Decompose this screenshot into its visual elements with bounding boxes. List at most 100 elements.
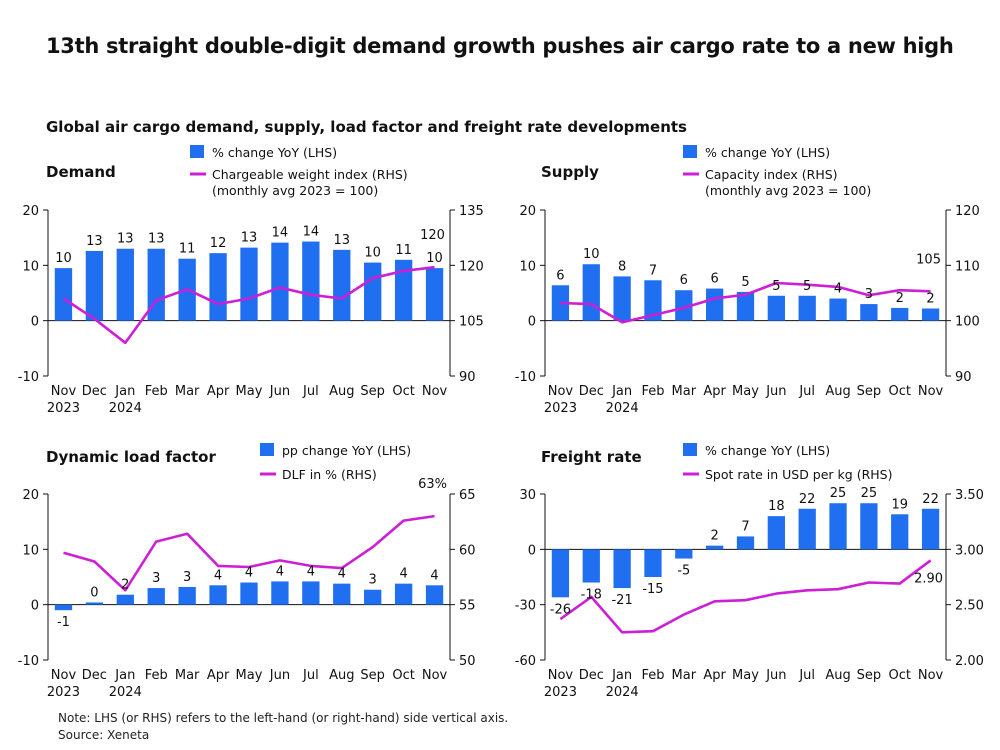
left-tick-label: 10 [519, 259, 536, 274]
series-line [62, 265, 435, 345]
bar-data-label: 11 [179, 242, 196, 257]
page-subtitle: Global air cargo demand, supply, load fa… [46, 118, 687, 136]
bar [644, 549, 662, 577]
right-tick-label: 3.50 [955, 488, 984, 503]
bar [829, 503, 847, 550]
bar-data-label: 4 [430, 568, 438, 583]
line-end-label: 63% [418, 477, 447, 492]
legend-item-bar: % change YoY (LHS) [212, 145, 337, 160]
x-tick-label: Sep [857, 384, 882, 399]
bar [54, 604, 73, 611]
bar-data-label: 4 [245, 566, 253, 581]
bar [921, 308, 940, 321]
bar [613, 549, 631, 589]
right-tick-label: 135 [459, 204, 484, 219]
x-year-label: 2024 [109, 401, 142, 416]
x-tick-label: Nov [548, 384, 574, 399]
bar-data-label: -26 [550, 602, 571, 617]
right-tick-label: 100 [955, 315, 980, 330]
bar-data-label: 5 [741, 275, 749, 290]
bar [209, 585, 227, 605]
bar [54, 268, 73, 321]
x-tick-label: Oct [392, 384, 414, 399]
right-tick-label: 110 [955, 259, 980, 274]
x-year-label: 2023 [544, 401, 577, 416]
x-year-label: 2024 [606, 401, 639, 416]
bar-data-label: 8 [618, 259, 626, 274]
left-tick-label: 20 [519, 204, 536, 219]
bar [394, 583, 413, 605]
source-note: Source: Xeneta [58, 728, 150, 742]
x-tick-label: Nov [51, 668, 77, 683]
x-tick-label: Jan [611, 384, 632, 399]
bar-data-label: -1 [57, 615, 70, 630]
x-tick-label: Aug [825, 668, 850, 683]
bar [364, 589, 382, 605]
x-tick-label: Jul [798, 384, 815, 399]
x-year-label: 2023 [47, 401, 80, 416]
x-tick-label: Nov [918, 384, 944, 399]
left-tick-label: -10 [18, 654, 39, 669]
bar-data-label: 3 [152, 571, 160, 586]
bar-data-label: 13 [333, 233, 350, 248]
footnote: Note: LHS (or RHS) refers to the left-ha… [58, 711, 509, 725]
right-tick-label: 60 [459, 543, 476, 558]
bar [302, 581, 320, 605]
x-tick-label: Aug [329, 668, 354, 683]
x-tick-label: Jul [798, 668, 815, 683]
series-line [63, 514, 435, 592]
legend-item-line: Spot rate in USD per kg (RHS) [705, 467, 892, 482]
bar-data-label: 0 [90, 585, 98, 600]
x-year-label: 2023 [544, 685, 577, 700]
bar-data-label: 13 [117, 232, 134, 247]
x-tick-label: Jul [302, 384, 319, 399]
x-tick-label: May [732, 384, 759, 399]
bar [271, 242, 289, 321]
bar-data-label: 4 [834, 282, 842, 297]
bar-data-label: 4 [214, 568, 222, 583]
bar-data-label: 2 [926, 291, 934, 306]
bar [921, 508, 940, 550]
bar [364, 262, 382, 321]
bar [675, 549, 693, 559]
legend-item-note: (monthly avg 2023 = 100) [212, 183, 378, 198]
left-tick-label: -30 [515, 599, 536, 614]
bar-data-label: 13 [241, 231, 258, 246]
left-tick-label: 10 [22, 259, 39, 274]
right-tick-label: 50 [459, 654, 476, 669]
panel-title: Demand [46, 163, 116, 181]
x-tick-label: Mar [175, 384, 200, 399]
bar-data-label: 5 [772, 279, 780, 294]
x-tick-label: Jan [611, 668, 632, 683]
bar [178, 586, 196, 605]
x-tick-label: Oct [888, 668, 910, 683]
bar [394, 259, 413, 321]
x-tick-label: Dec [579, 384, 604, 399]
bar-data-label: 5 [803, 279, 811, 294]
bar-data-label: 6 [711, 272, 719, 287]
bar [85, 250, 104, 321]
bar [147, 248, 165, 321]
right-tick-label: 105 [459, 315, 484, 330]
bar [147, 588, 165, 605]
x-tick-label: May [236, 668, 263, 683]
bar-data-label: 7 [741, 519, 749, 534]
bar-data-label: 18 [768, 499, 785, 514]
chart-panel-1: Demand % change YoY (LHS) Chargeable weigh… [18, 145, 484, 416]
bar [582, 549, 600, 583]
bar [736, 291, 755, 321]
bar [551, 549, 570, 598]
bar-data-label: 6 [556, 268, 564, 283]
bar [209, 253, 227, 321]
bar-data-label: 22 [799, 492, 816, 507]
bar-data-label: 6 [680, 273, 688, 288]
bar-data-label: 3 [369, 573, 377, 588]
bar-data-label: 14 [272, 226, 289, 241]
left-tick-label: -10 [515, 370, 536, 385]
legend-item-line: Chargeable weight index (RHS) [212, 167, 408, 182]
bar [891, 514, 909, 550]
bar-data-label: 13 [86, 234, 103, 249]
bar [706, 545, 724, 550]
bar-data-label: 7 [649, 263, 657, 278]
